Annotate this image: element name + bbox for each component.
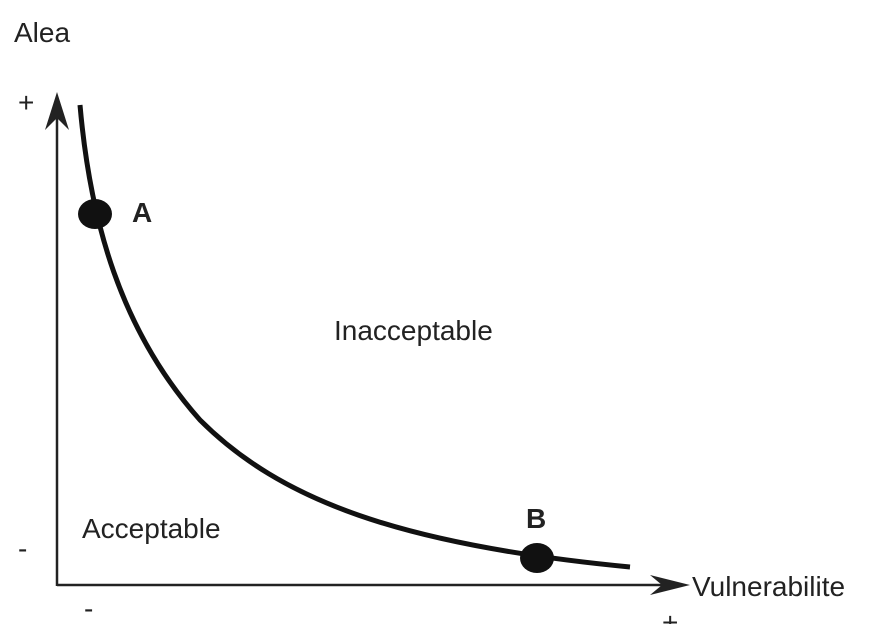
x-axis-label: Vulnerabilite [692, 571, 845, 602]
x-axis-arrow [650, 575, 690, 595]
point-b [520, 543, 554, 573]
y-axis-arrow [45, 92, 69, 130]
x-max-sign: + [662, 607, 678, 624]
y-min-sign: - [18, 533, 27, 564]
point-a [78, 199, 112, 229]
point-b-label: B [526, 503, 546, 534]
y-axis-label: Alea [14, 17, 70, 48]
region-label: Acceptable [82, 513, 221, 544]
y-max-sign: + [18, 87, 34, 118]
point-a-label: A [132, 197, 152, 228]
x-min-sign: - [84, 593, 93, 624]
region-label: Inacceptable [334, 315, 493, 346]
